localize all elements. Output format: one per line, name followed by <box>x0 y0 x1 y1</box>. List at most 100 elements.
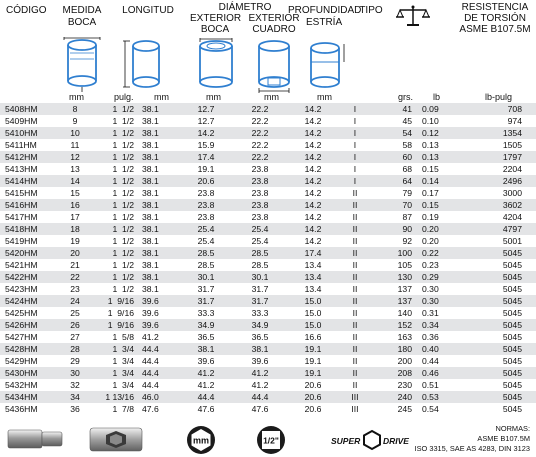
cell-longitud-mm: 38.1 <box>136 103 180 115</box>
cell-exterior-boca: 44.4 <box>180 391 232 403</box>
cell-code: 5432HM <box>0 379 58 391</box>
cell-exterior-cuadro: 22.2 <box>232 139 288 151</box>
cell-peso-lb: 0.29 <box>418 271 464 283</box>
cell-peso-grs: 230 <box>372 379 418 391</box>
cell-longitud-pulg: 1 1/2 <box>92 139 136 151</box>
cell-code: 5434HM <box>0 391 58 403</box>
header-profundidad-line2: ESTRÍA <box>306 17 343 28</box>
cell-code: 5418HM <box>0 223 58 235</box>
unit-grs: grs. <box>398 92 414 102</box>
cell-longitud-mm: 38.1 <box>136 127 180 139</box>
mm-badge-text: mm <box>193 436 209 446</box>
cell-longitud-pulg: 1 13/16 <box>92 391 136 403</box>
cell-longitud-pulg: 1 1/2 <box>92 151 136 163</box>
cell-longitud-pulg: 1 3/4 <box>92 379 136 391</box>
cell-longitud-pulg: 1 9/16 <box>92 295 136 307</box>
cell-profundidad: 15.0 <box>288 307 338 319</box>
cell-peso-lb: 0.10 <box>418 115 464 127</box>
header-codigo: CÓDIGO <box>6 5 47 16</box>
cell-torsion-lb-pulg: 2204 <box>464 163 536 175</box>
table-row: 5422HM 22 1 1/2 38.1 30.1 30.1 13.4 II 130 0.29 50… <box>0 271 536 283</box>
cell-exterior-cuadro: 41.2 <box>232 367 288 379</box>
cell-medida: 21 <box>58 259 92 271</box>
cell-longitud-mm: 38.1 <box>136 271 180 283</box>
cell-longitud-mm: 38.1 <box>136 187 180 199</box>
cell-medida: 15 <box>58 187 92 199</box>
cell-longitud-mm: 39.6 <box>136 295 180 307</box>
cell-peso-grs: 90 <box>372 223 418 235</box>
units-row: mm pulg. mm mm mm mm grs. lb lb-pulg <box>0 92 536 103</box>
cell-torsion-lb-pulg: 5045 <box>464 403 536 415</box>
cell-peso-grs: 152 <box>372 319 418 331</box>
header-exterior-boca: EXTERIOR BOCA <box>190 14 241 35</box>
cell-profundidad: 19.1 <box>288 367 338 379</box>
cell-exterior-cuadro: 25.4 <box>232 235 288 247</box>
cell-peso-grs: 163 <box>372 331 418 343</box>
cell-tipo: I <box>338 115 372 127</box>
cell-tipo: II <box>338 271 372 283</box>
cell-tipo: I <box>338 163 372 175</box>
cell-exterior-cuadro: 41.2 <box>232 379 288 391</box>
cell-tipo: I <box>338 175 372 187</box>
cell-profundidad: 13.4 <box>288 259 338 271</box>
cell-tipo: II <box>338 331 372 343</box>
cell-torsion-lb-pulg: 5001 <box>464 235 536 247</box>
cell-longitud-mm: 38.1 <box>136 283 180 295</box>
cell-peso-lb: 0.14 <box>418 175 464 187</box>
cell-peso-grs: 41 <box>372 103 418 115</box>
unit-prof: mm <box>317 92 332 102</box>
cell-peso-grs: 54 <box>372 127 418 139</box>
cell-exterior-boca: 15.9 <box>180 139 232 151</box>
cell-code: 5429HM <box>0 355 58 367</box>
cell-code: 5428HM <box>0 343 58 355</box>
cell-code: 5408HM <box>0 103 58 115</box>
socket-diagram-boca-icon <box>63 37 101 92</box>
cell-longitud-pulg: 1 1/2 <box>92 163 136 175</box>
socket-diagram-longitud-icon <box>123 40 160 88</box>
cell-exterior-boca: 23.8 <box>180 187 232 199</box>
cell-code: 5421HM <box>0 259 58 271</box>
table-row: 5426HM 26 1 9/16 39.6 34.9 34.9 15.0 II 152 0.34 5… <box>0 319 536 331</box>
cell-peso-lb: 0.54 <box>418 403 464 415</box>
mm-badge-icon: mm <box>187 426 215 454</box>
table-row: 5412HM 12 1 1/2 38.1 17.4 22.2 14.2 I 60 0.13 1797 <box>0 151 536 163</box>
cell-exterior-boca: 14.2 <box>180 127 232 139</box>
cell-profundidad: 15.0 <box>288 295 338 307</box>
cell-code: 5411HM <box>0 139 58 151</box>
normas-line2: ASME B107.5M <box>477 434 530 443</box>
cell-torsion-lb-pulg: 3602 <box>464 199 536 211</box>
cell-exterior-boca: 34.9 <box>180 319 232 331</box>
cell-exterior-cuadro: 22.2 <box>232 127 288 139</box>
cell-longitud-pulg: 1 5/8 <box>92 331 136 343</box>
bottom-strip: mm 1/2" SUPER DRIVE NORMAS: ASME B107.5M… <box>0 423 536 457</box>
cell-tipo: II <box>338 367 372 379</box>
table-row: 5418HM 18 1 1/2 38.1 25.4 25.4 14.2 II 90 0.20 479… <box>0 223 536 235</box>
cell-torsion-lb-pulg: 4204 <box>464 211 536 223</box>
cell-code: 5427HM <box>0 331 58 343</box>
cell-code: 5423HM <box>0 283 58 295</box>
cell-tipo: II <box>338 307 372 319</box>
cell-profundidad: 13.4 <box>288 283 338 295</box>
half-inch-drive-icon: 1/2" <box>257 426 285 454</box>
cell-tipo: III <box>338 403 372 415</box>
cell-torsion-lb-pulg: 5045 <box>464 319 536 331</box>
cell-peso-grs: 105 <box>372 259 418 271</box>
drive-badge-text: 1/2" <box>263 436 279 446</box>
cell-code: 5410HM <box>0 127 58 139</box>
socket-diagram-profundidad-icon <box>310 42 345 88</box>
table-row: 5416HM 16 1 1/2 38.1 23.8 23.8 14.2 II 70 0.15 360… <box>0 199 536 211</box>
cell-longitud-mm: 41.2 <box>136 331 180 343</box>
cell-peso-grs: 64 <box>372 175 418 187</box>
cell-longitud-pulg: 1 3/4 <box>92 343 136 355</box>
cell-medida: 14 <box>58 175 92 187</box>
cell-medida: 22 <box>58 271 92 283</box>
cell-exterior-cuadro: 34.9 <box>232 319 288 331</box>
normas-line1: NORMAS: <box>495 424 531 433</box>
cell-medida: 8 <box>58 103 92 115</box>
table-row: 5415HM 15 1 1/2 38.1 23.8 23.8 14.2 II 79 0.17 300… <box>0 187 536 199</box>
cell-exterior-boca: 30.1 <box>180 271 232 283</box>
cell-tipo: II <box>338 379 372 391</box>
cell-tipo: I <box>338 151 372 163</box>
cell-longitud-mm: 38.1 <box>136 139 180 151</box>
unit-medida: mm <box>69 92 84 102</box>
